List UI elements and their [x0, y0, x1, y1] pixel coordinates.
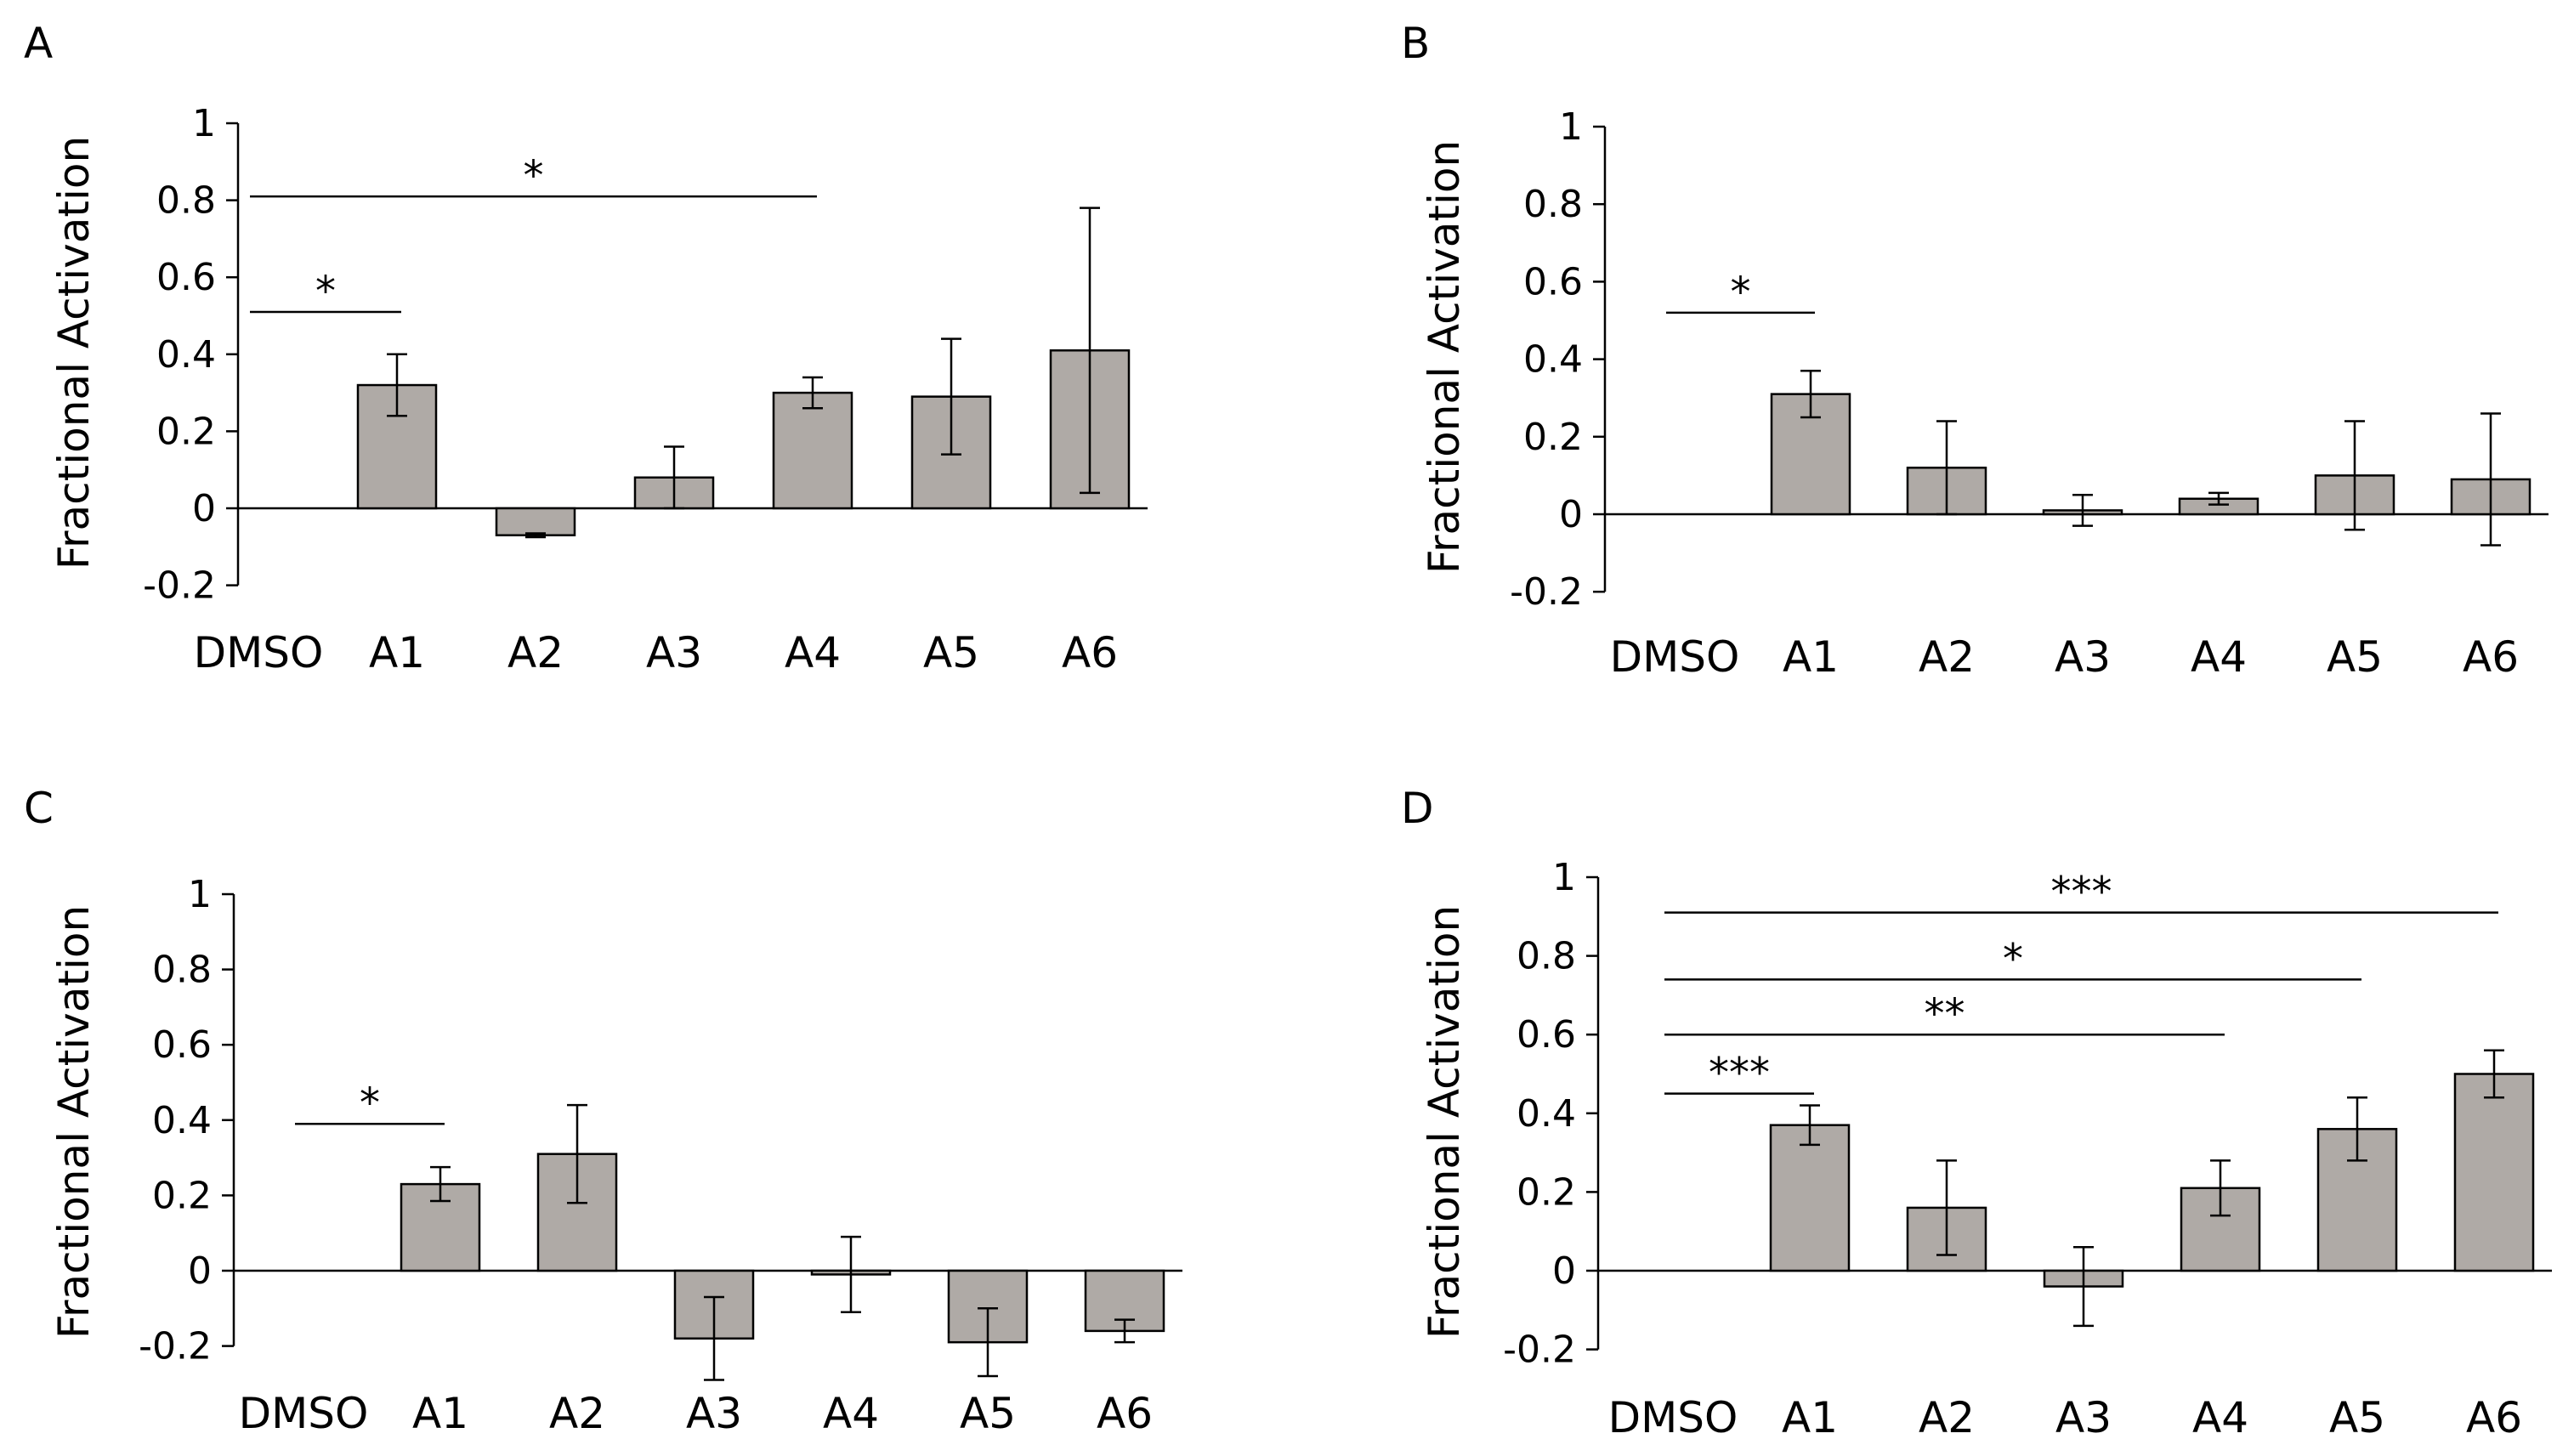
panel-b-letter: B — [1401, 19, 1430, 68]
panel-a-y-tick-label: 0.6 — [156, 256, 216, 299]
panel-c-y-tick-label: 0.8 — [152, 949, 212, 992]
panel-d-bar-a1 — [1769, 1124, 1851, 1272]
panel-a-y-tick-label: 1 — [192, 102, 216, 145]
panel-c-category-label: A1 — [412, 1389, 468, 1438]
panel-d-y-tick-label: -0.2 — [1503, 1329, 1576, 1372]
panel-d-significance-label: *** — [2051, 869, 2112, 916]
panel-b-y-tick-label: -0.2 — [1510, 570, 1583, 614]
panel-a-category-label: A3 — [646, 628, 702, 677]
panel-d-significance-label: * — [2003, 935, 2023, 983]
panel-c-y-tick-label: 0 — [188, 1249, 212, 1293]
panel-c-category-label: A6 — [1097, 1389, 1153, 1438]
panel-d-significance-label: *** — [1709, 1050, 1770, 1097]
panel-b-y-tick-label: 0 — [1559, 493, 1583, 536]
panel-a-y-title: Fractional Activation — [49, 136, 99, 569]
panel-d-category-label: A2 — [1919, 1393, 1975, 1442]
panel-a-letter: A — [24, 19, 53, 68]
panel-b-category-label: A2 — [1919, 632, 1975, 682]
panel-a-category-label: A1 — [369, 628, 425, 677]
panel-d-y-tick-label: 1 — [1552, 856, 1576, 899]
panel-a-bar-a2 — [495, 507, 576, 536]
panel-d-category-label: A1 — [1782, 1393, 1838, 1442]
panel-d-significance-label: ** — [1925, 990, 1965, 1038]
panel-b-y-tick-label: 0.2 — [1523, 416, 1583, 459]
panel-b-category-label: A4 — [2191, 632, 2247, 682]
panel-d-category-label: A6 — [2466, 1393, 2522, 1442]
panel-c-y-tick-label: 0.4 — [152, 1099, 212, 1142]
panel-a-y-tick-label: 0.4 — [156, 333, 216, 377]
panel-b-category-label: A5 — [2327, 632, 2383, 682]
panel-a-y-tick-label: 0.8 — [156, 179, 216, 223]
panel-b-category-label: A1 — [1783, 632, 1839, 682]
panel-a-category-label: DMSO — [194, 628, 324, 677]
panel-a-y-tick-label: -0.2 — [143, 564, 216, 608]
panel-a-category-label: A4 — [785, 628, 841, 677]
panel-c-category-label: DMSO — [239, 1389, 369, 1438]
panel-b-category-label: A3 — [2055, 632, 2111, 682]
panel-d-category-label: A4 — [2192, 1393, 2248, 1442]
panel-b-y-tick-label: 0.4 — [1523, 338, 1583, 382]
panel-b-significance-label: * — [1731, 269, 1751, 316]
panel-a-y-tick-label: 0.2 — [156, 410, 216, 453]
panel-b-category-label: A6 — [2463, 632, 2519, 682]
panel-c-y-tick-label: -0.2 — [139, 1325, 212, 1368]
panel-c-category-label: A5 — [960, 1389, 1016, 1438]
panel-c-category-label: A2 — [549, 1389, 605, 1438]
panel-c-significance-label: * — [360, 1079, 380, 1127]
panel-d-category-label: DMSO — [1608, 1393, 1738, 1442]
panel-a-category-label: A6 — [1062, 628, 1118, 677]
panel-d-bar-a6 — [2453, 1073, 2535, 1272]
panel-c-y-tick-label: 0.2 — [152, 1174, 212, 1217]
panel-a-bar-a4 — [772, 391, 853, 510]
panel-a-y-tick-label: 0 — [192, 487, 216, 530]
panel-c-y-tick-label: 0.6 — [152, 1023, 212, 1067]
panel-d-y-tick-label: 0 — [1552, 1249, 1576, 1293]
panel-a-significance-label: * — [315, 268, 336, 315]
panel-b-y-title: Fractional Activation — [1420, 140, 1469, 574]
panel-d-category-label: A3 — [2055, 1393, 2112, 1442]
panel-d-category-label: A5 — [2329, 1393, 2385, 1442]
panel-d-letter: D — [1401, 784, 1434, 833]
panel-b-y-tick-label: 0.8 — [1523, 183, 1583, 226]
panel-a-category-label: A2 — [507, 628, 564, 677]
panel-b-category-label: DMSO — [1610, 632, 1740, 682]
panel-d-y-tick-label: 0.2 — [1517, 1170, 1576, 1214]
panel-c-y-title: Fractional Activation — [49, 905, 99, 1339]
panel-c-letter: C — [24, 784, 54, 833]
panel-c-category-label: A4 — [823, 1389, 879, 1438]
panel-d-y-tick-label: 0.4 — [1517, 1092, 1576, 1136]
panel-d-y-tick-label: 0.6 — [1517, 1013, 1576, 1057]
panel-a-significance-label: * — [524, 152, 544, 200]
panel-d-y-tick-label: 0.8 — [1517, 935, 1576, 978]
panel-b-y-tick-label: 0.6 — [1523, 260, 1583, 303]
panel-a-category-label: A5 — [923, 628, 979, 677]
panel-c-category-label: A3 — [686, 1389, 742, 1438]
panel-c-y-tick-label: 1 — [188, 873, 212, 916]
panel-b-y-tick-label: 1 — [1559, 105, 1583, 149]
panel-d-y-title: Fractional Activation — [1420, 905, 1469, 1339]
